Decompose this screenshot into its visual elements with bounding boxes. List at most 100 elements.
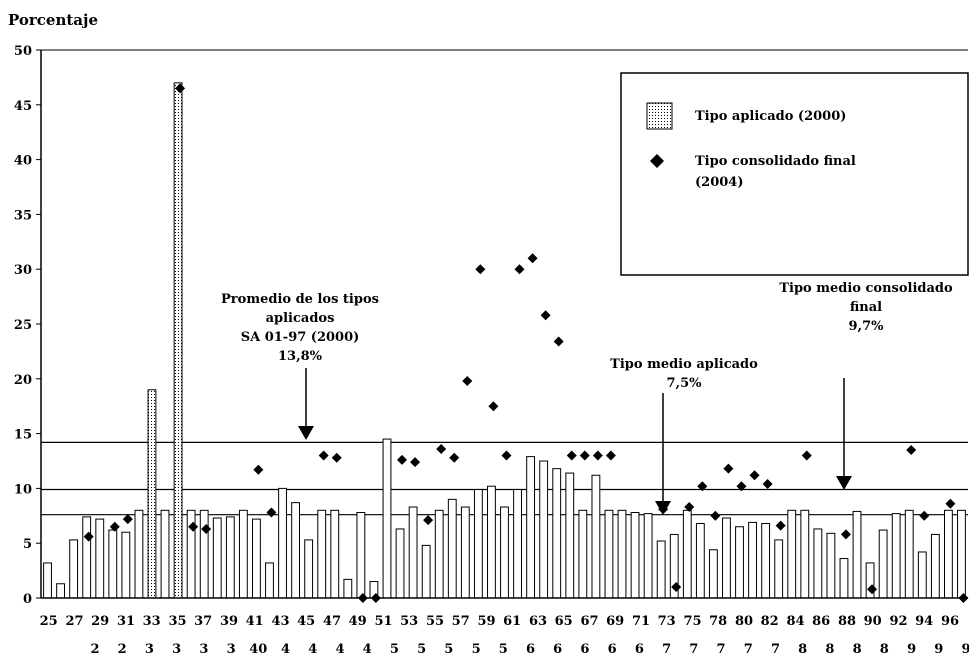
bar [330, 509, 340, 599]
bar [656, 540, 666, 599]
legend-swatch-bar [646, 102, 673, 130]
bar [500, 506, 509, 599]
x-tick-label-row2: 3 [199, 642, 208, 657]
point [749, 470, 760, 481]
x-tick-label: 67 [580, 614, 598, 629]
x-tick-label: 27 [65, 614, 83, 629]
y-tick-label: 20 [14, 373, 32, 388]
point [592, 450, 603, 461]
x-tick-label: 65 [555, 614, 573, 629]
point [710, 510, 721, 521]
bar [617, 509, 627, 599]
bar [891, 513, 901, 599]
x-tick-label-row2: 7 [689, 642, 698, 657]
x-tick-label: 31 [117, 614, 135, 629]
x-tick-label-row2: 7 [716, 642, 725, 657]
y-axis-title: Porcentaje [8, 11, 98, 29]
point [723, 463, 734, 474]
bar [434, 509, 444, 599]
bar [408, 506, 418, 599]
legend-label-bar: Tipo aplicado (2000) [695, 109, 846, 124]
bar [460, 506, 470, 599]
point [919, 510, 930, 521]
x-tick-label-row2: 4 [363, 642, 372, 657]
point [605, 450, 616, 461]
point [775, 520, 786, 531]
x-tick-label: 63 [529, 614, 547, 629]
point [566, 450, 577, 461]
x-tick-label-row2: 9 [907, 642, 916, 657]
annotation-arrow-head [836, 476, 852, 490]
point [945, 498, 956, 509]
x-tick-label: 90 [864, 614, 882, 629]
x-ticks: 25 27 29 31 33 35 37 39 41 43 45 47 49 51 53 55 57 59 61 63… [40, 614, 969, 657]
bar [604, 509, 614, 599]
x-tick-label: 35 [168, 614, 186, 629]
bar [69, 539, 79, 599]
bar [878, 529, 888, 599]
x-tick-label-row2: 6 [526, 642, 535, 657]
x-tick-label: 47 [323, 614, 341, 629]
x-tick-label: 53 [400, 614, 418, 629]
bar [957, 509, 966, 599]
bar [552, 468, 562, 599]
point [423, 515, 434, 526]
y-tick-label: 10 [14, 482, 32, 497]
bar [826, 532, 836, 599]
bar [708, 549, 718, 599]
x-tick-label-row2: 2 [90, 642, 99, 657]
x-tick-label: 39 [220, 614, 238, 629]
bar [56, 583, 65, 599]
bar [487, 485, 496, 599]
bar [43, 562, 52, 599]
bar [800, 509, 810, 599]
point [540, 310, 551, 321]
point [188, 521, 199, 532]
x-tick-label: 69 [606, 614, 624, 629]
point [397, 454, 408, 465]
x-tick-label: 78 [709, 614, 727, 629]
legend-swatch-point [650, 154, 664, 168]
point [762, 479, 773, 490]
annotation-text: 13,8% [278, 349, 323, 364]
bar [695, 522, 705, 599]
point [736, 481, 747, 492]
bar [447, 498, 457, 599]
x-tick-label-row2: 9 [934, 642, 943, 657]
annotations: Promedio de los tipos aplicados SA 01-97 (… [221, 281, 953, 515]
x-tick-label-row2: 40 [249, 642, 267, 657]
x-tick-label: 92 [889, 614, 907, 629]
bar [748, 521, 757, 599]
annotation-text: Promedio de los tipos [221, 292, 379, 307]
x-tick-label-row2: 4 [308, 642, 317, 657]
bar [526, 456, 536, 599]
point [527, 253, 538, 264]
x-tick-label: 41 [246, 614, 264, 629]
legend-label-point-line2: (2004) [695, 175, 743, 190]
point [122, 514, 133, 525]
point [840, 529, 851, 540]
bar [252, 518, 261, 599]
point [801, 450, 812, 461]
point [475, 264, 486, 275]
point [449, 452, 460, 463]
x-tick-label: 29 [91, 614, 109, 629]
x-tick-label: 96 [941, 614, 959, 629]
x-tick-label-row2: 4 [335, 642, 344, 657]
bar [813, 528, 823, 599]
point [684, 502, 695, 513]
x-tick-label: 57 [452, 614, 470, 629]
x-tick-label: 33 [143, 614, 161, 629]
point [318, 450, 329, 461]
y-tick-label: 30 [14, 263, 32, 278]
annotation-text: Tipo medio aplicado [610, 357, 758, 372]
point [671, 582, 682, 593]
x-tick-label-row2: 6 [635, 642, 644, 657]
x-tick-label-row2: 8 [825, 642, 834, 657]
bar [421, 544, 431, 599]
bar [291, 502, 301, 599]
bar [852, 510, 862, 599]
bar [147, 389, 157, 599]
y-tick-label: 25 [14, 318, 32, 333]
